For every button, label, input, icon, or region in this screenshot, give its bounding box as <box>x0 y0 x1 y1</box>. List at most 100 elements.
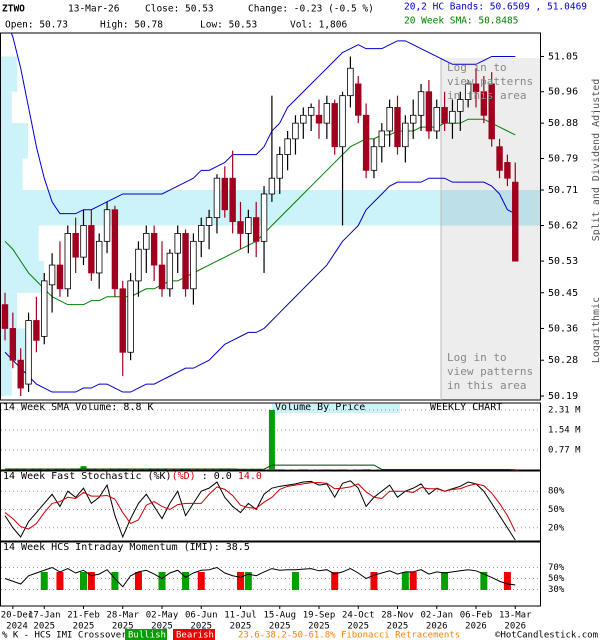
band-line <box>10 33 516 215</box>
crossover-marker <box>291 572 299 590</box>
volume-bar <box>308 469 315 470</box>
volume-bar <box>25 469 32 470</box>
legend-swatch <box>173 629 215 640</box>
y-tick-label: 30% <box>548 585 565 595</box>
y-tick-label: 50.28 <box>548 355 578 366</box>
candle-body <box>190 240 197 290</box>
credit: ©HotCandlestick.com <box>495 631 598 640</box>
stochastic-title-part: 14 Week Fast Stochastic (%K) <box>3 471 172 482</box>
candle-body <box>504 162 511 179</box>
imi-line <box>4 566 516 588</box>
volume-bar <box>49 469 56 470</box>
volume-title: 14 Week SMA Volume: 8.8 K <box>3 402 154 413</box>
login-note: in this area <box>447 89 526 102</box>
volume-bar <box>276 469 283 470</box>
volume-bar <box>72 469 79 470</box>
high: High: 50.78 <box>100 20 163 31</box>
candle-body <box>150 233 158 266</box>
x-tick-year: 2025 <box>151 622 173 632</box>
crossover-marker <box>237 572 244 590</box>
candle-body <box>25 320 32 385</box>
candle-body <box>33 320 40 341</box>
crossover-marker <box>370 572 378 590</box>
candle-body <box>198 225 205 242</box>
login-note: view patterns <box>447 365 533 378</box>
x-tick-label: 21-Feb <box>67 611 100 621</box>
volume-bar <box>88 469 95 470</box>
login-note: view patterns <box>447 75 533 88</box>
x-tick-year: 2025 <box>269 622 291 632</box>
x-tick-label: 19-Sep <box>303 611 336 621</box>
candle-body <box>213 177 221 219</box>
imi-title: 14 Week HCS Intraday Momentum (IMI): 38.… <box>3 542 250 553</box>
sma-label: 20 Week SMA: 50.8485 <box>404 16 518 27</box>
y-tick-label: 2.31 M <box>548 406 581 416</box>
volume-bar <box>370 469 377 470</box>
volume-bar <box>316 469 322 470</box>
candle-body <box>182 233 189 290</box>
candle-body <box>268 177 276 195</box>
candle-body <box>300 114 307 124</box>
crossover-legend-label: % K - HCS IMI Crossover: <box>2 631 132 640</box>
volume-bar <box>104 469 111 470</box>
x-tick-label: 17-Jan <box>28 611 61 621</box>
candle-body <box>339 95 346 148</box>
volume-bar <box>166 469 173 470</box>
stochastic-title-part: (%D) <box>172 471 196 482</box>
x-tick-year: 2025 <box>33 622 55 632</box>
x-tick-label: 02-May <box>146 611 179 621</box>
candle-body <box>103 209 111 242</box>
crossover-marker <box>87 572 95 590</box>
volume-bar <box>331 469 338 470</box>
login-note: Log in to <box>447 61 507 74</box>
stochastic-k-line <box>4 480 516 541</box>
y-tick-label: 0.77 M <box>548 446 581 456</box>
volume-bar <box>253 469 260 470</box>
volume-bar <box>323 469 330 470</box>
crossover-marker <box>244 572 252 590</box>
candle-body <box>488 83 495 140</box>
legend-entry: Bearish <box>176 631 214 640</box>
crossover-marker <box>134 572 142 590</box>
candle-body <box>166 252 174 290</box>
volume-bar <box>143 469 150 470</box>
candle-body <box>292 122 299 140</box>
x-tick-label: 20-Dec <box>1 611 34 621</box>
y-tick-label: 1.54 M <box>548 426 581 436</box>
volume-bar <box>80 466 87 470</box>
volume-bar <box>174 469 181 470</box>
stochastic-frame <box>0 470 541 542</box>
candle-body <box>64 233 71 290</box>
crossover-marker <box>40 572 48 590</box>
crossover-marker <box>480 572 488 590</box>
x-tick-year: 2025 <box>190 622 212 632</box>
x-tick-year: 2026 <box>426 622 448 632</box>
volume-by-price-tab <box>272 404 400 413</box>
candle-body <box>355 83 362 116</box>
volume-bar <box>64 469 71 470</box>
candle-body <box>480 91 488 116</box>
volume-bar <box>292 469 299 470</box>
crossover-marker <box>197 572 205 590</box>
volume-bar <box>213 469 220 470</box>
x-tick-year: 2025 <box>308 622 330 632</box>
volume-bar <box>229 469 236 470</box>
stochastic-title-part: 14.0 <box>232 471 262 482</box>
stochastic-d-line <box>4 482 516 532</box>
candle-body <box>347 67 354 97</box>
candle-body <box>143 233 150 250</box>
x-tick-year: 2025 <box>387 622 409 632</box>
x-tick-year: 2025 <box>112 622 134 632</box>
candle-body <box>127 280 134 353</box>
candle-body <box>80 225 87 258</box>
candle-body <box>472 83 480 93</box>
volume-bar <box>206 469 213 470</box>
low: Low: 50.53 <box>200 20 257 31</box>
candle-body <box>158 264 166 290</box>
side-label: Split and Dividend Adjusted <box>591 79 600 242</box>
volume-by-price-label: Volume By Price <box>275 402 365 413</box>
candle-body <box>205 217 213 226</box>
crossover-marker <box>111 572 119 590</box>
date: 13-Mar-26 <box>68 4 120 15</box>
